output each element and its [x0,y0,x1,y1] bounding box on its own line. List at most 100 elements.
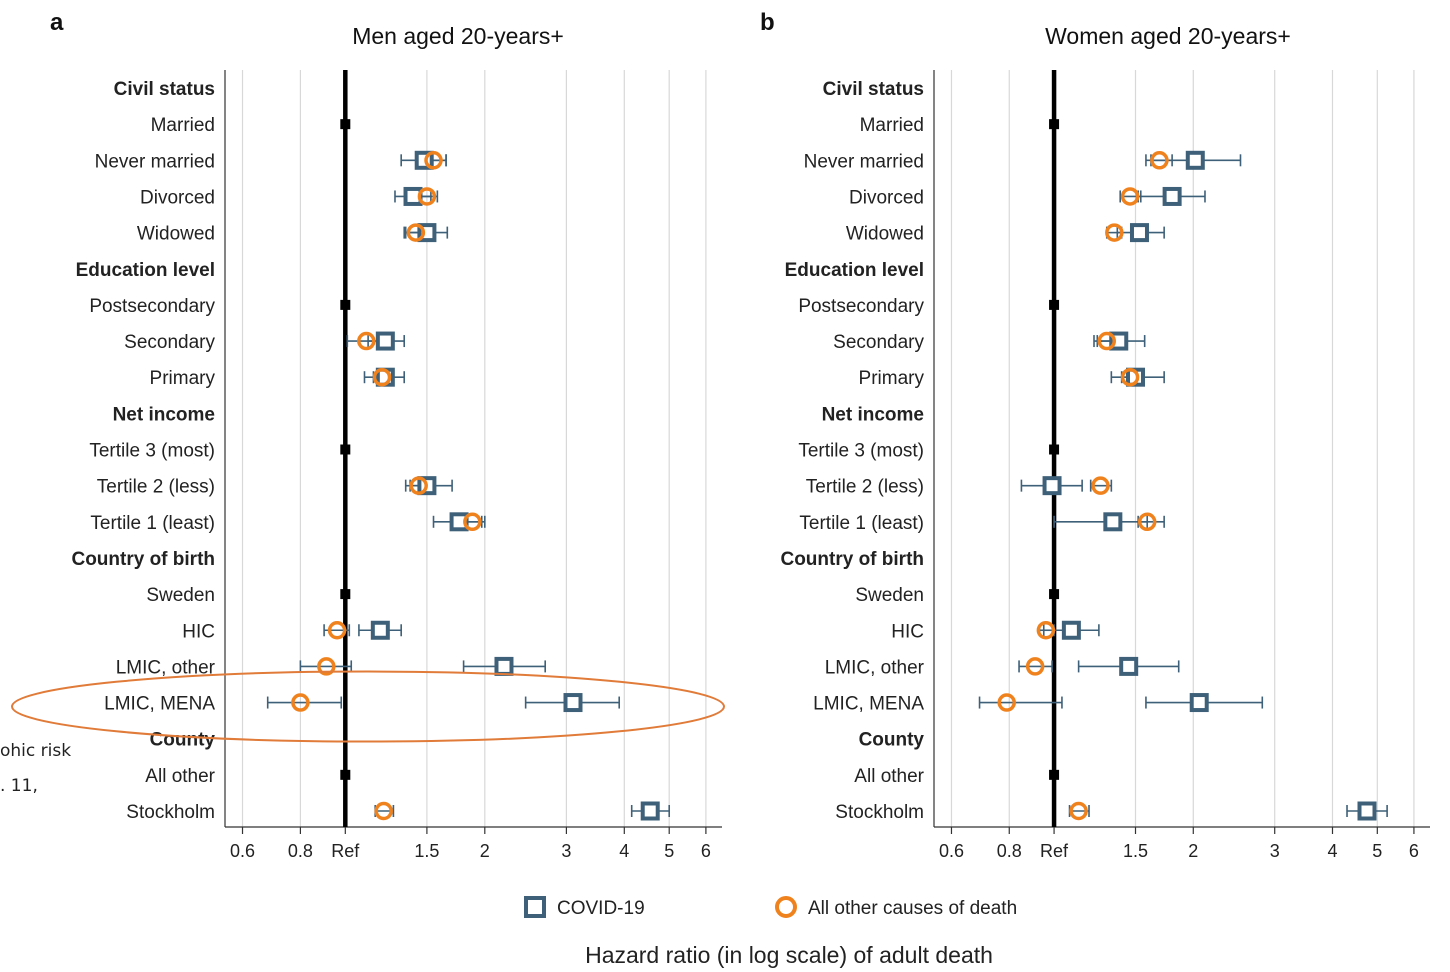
legend-label: All other causes of death [808,898,1017,919]
group-header-label: Education level [785,260,924,281]
covid-point [1042,476,1062,496]
side-note-line-1: ohic risk [0,741,71,761]
reference-marker [1049,444,1060,455]
covid-point [494,656,514,676]
row-label-lmic-mena: LMIC, MENA [104,694,215,715]
legend-label: COVID-19 [557,898,645,919]
group-header-label: Civil status [823,79,924,100]
other-causes-point [1025,657,1045,676]
other-causes-point [409,476,428,495]
other-causes-point [1069,801,1088,821]
legend: COVID-19 All other causes of death [524,896,1017,919]
row-label-hic: HIC [182,621,215,642]
x-axis-title: Hazard ratio (in log scale) of adult dea… [585,942,993,968]
covid-point [1357,801,1377,821]
other-causes-point [997,693,1016,712]
group-header-label: County [859,730,925,751]
row-label-widowed: Widowed [137,224,215,245]
row-label-hic: HIC [891,621,924,642]
x-tick-label: 6 [1409,841,1419,861]
x-tick-label: 0.8 [997,841,1022,861]
row-label-tertile-3-most: Tertile 3 (most) [798,441,924,462]
other-causes-point [1137,512,1157,532]
other-causes-point [417,187,437,206]
reference-marker [1049,119,1060,130]
side-note-line-2: . 11, [0,776,38,796]
legend-covid-marker [524,896,546,918]
row-label-lmic-other: LMIC, other [116,657,216,678]
other-causes-point [374,801,393,821]
x-tick-label: 0.6 [939,841,964,861]
x-tick-label: 3 [1270,841,1280,861]
group-header-label: Net income [822,404,924,425]
x-tick-label: 3 [561,841,571,861]
covid-point [1119,656,1139,676]
reference-marker [340,299,351,310]
reference-marker [340,119,351,130]
row-label-stockholm: Stockholm [835,802,924,823]
x-tick-label: 5 [1372,841,1382,861]
group-header-label: Civil status [114,79,215,100]
row-label-sweden: Sweden [855,585,924,606]
row-label-all-other: All other [854,766,924,787]
row-label-postsecondary: Postsecondary [798,296,924,317]
reference-marker [340,444,351,455]
panel-title: Women aged 20-years+ [1045,23,1291,49]
covid-point [1103,512,1123,532]
row-label-secondary: Secondary [833,332,924,353]
x-tick-label: 6 [701,841,711,861]
x-tick-label: 2 [480,841,490,861]
highlight-ellipse [11,670,725,743]
row-label-tertile-2-less: Tertile 2 (less) [806,477,924,498]
x-tick-label: 0.8 [288,841,313,861]
other-causes-point [406,223,426,242]
group-header-label: Country of birth [780,549,924,570]
reference-marker [1049,299,1060,310]
x-tick-label: Ref [1040,841,1069,861]
other-causes-point [1120,187,1140,206]
other-causes-point [424,151,443,170]
row-label-lmic-mena: LMIC, MENA [813,694,924,715]
other-causes-point [327,621,347,640]
other-causes-point [1105,223,1124,242]
covid-point [1185,150,1205,170]
other-causes-point [291,693,310,712]
other-causes-point [1120,367,1140,387]
panel-letter: a [50,9,64,36]
x-tick-label: 1.5 [414,841,439,861]
row-label-divorced: Divorced [849,187,924,208]
other-causes-point [317,657,336,676]
other-causes-point [1036,621,1056,640]
covid-point [563,693,583,713]
x-tick-label: 2 [1188,841,1198,861]
row-label-all-other: All other [145,766,215,787]
row-label-tertile-1-least: Tertile 1 (least) [90,513,215,534]
row-label-never-married: Never married [95,151,215,172]
other-causes-point [372,367,392,387]
row-label-tertile-3-most: Tertile 3 (most) [89,441,215,462]
row-label-lmic-other: LMIC, other [825,657,925,678]
other-causes-point [463,512,482,532]
row-label-tertile-2-less: Tertile 2 (less) [97,477,215,498]
covid-point [1061,620,1081,640]
row-label-divorced: Divorced [140,187,215,208]
other-causes-point [357,331,376,351]
row-label-married: Married [860,115,924,136]
row-label-postsecondary: Postsecondary [89,296,215,317]
panel-a: a Men aged 20-years+ 0.6 0.8 Ref 1.5 2 3 4 5 6 Civi… [11,9,725,861]
covid-point [1162,186,1182,206]
row-label-married: Married [151,115,215,136]
legend-other-marker [775,896,797,918]
row-label-sweden: Sweden [146,585,215,606]
group-header-label: Net income [113,404,215,425]
covid-point [1126,367,1146,387]
x-tick-label: 5 [664,841,674,861]
covid-point [370,620,390,640]
covid-point [1189,693,1209,713]
x-tick-label: 4 [1327,841,1337,861]
panel-title: Men aged 20-years+ [352,23,564,49]
reference-marker [1049,769,1060,780]
group-header-label: Country of birth [71,549,215,570]
x-tick-label: 0.6 [230,841,255,861]
